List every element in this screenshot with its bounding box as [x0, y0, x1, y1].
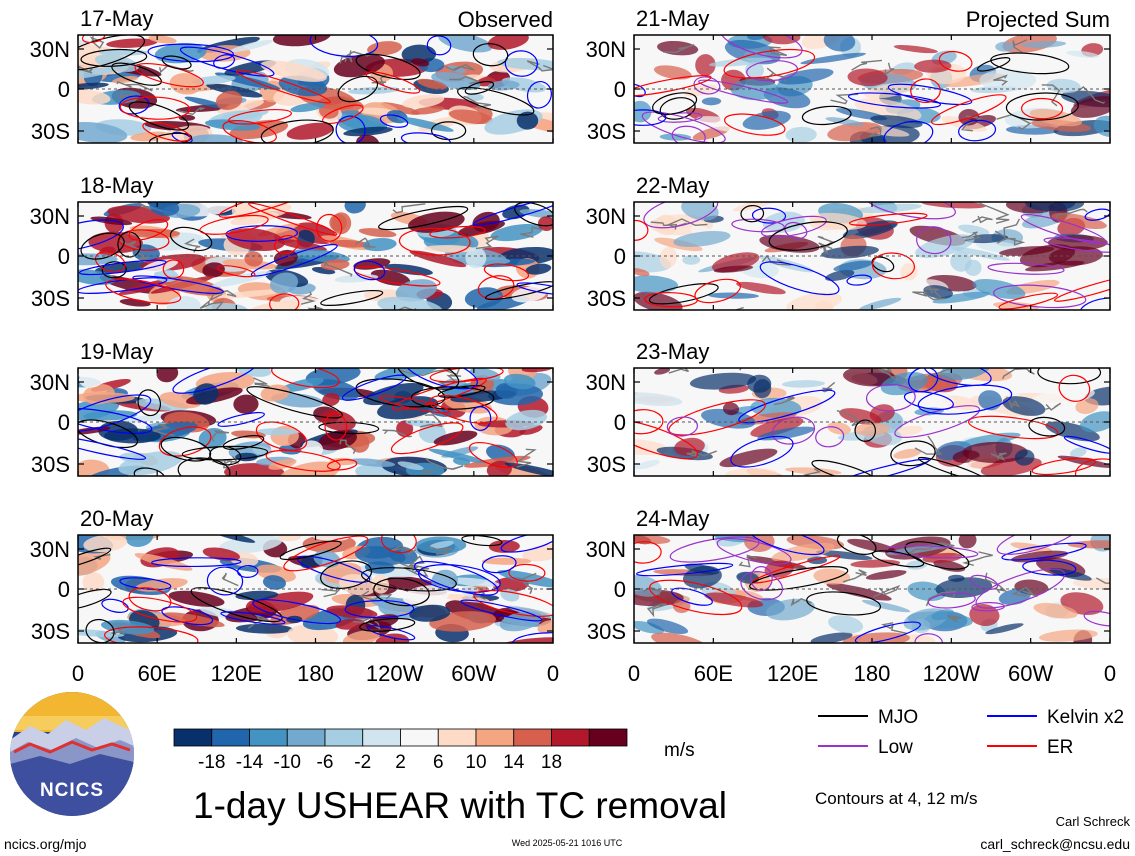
contour-legend: MJO Kelvin x2 Low ER: [818, 707, 1124, 758]
colorbar-swatch: [249, 728, 288, 747]
colorbar-label: 14: [503, 752, 525, 773]
y-tick-label: 30S: [31, 286, 70, 311]
y-tick-label: 30N: [586, 370, 626, 395]
footer-author: Carl Schreck: [1056, 814, 1131, 829]
units-label: m/s: [664, 740, 695, 761]
y-tick-label: 30S: [587, 286, 626, 311]
map-panel-22-May: 30N 0 30S 22-May: [586, 173, 1111, 311]
x-tick-label: 180: [854, 661, 891, 686]
y-tick-label: 30N: [586, 537, 626, 562]
ncics-logo: NCICS: [10, 692, 134, 816]
colorbar-label: -6: [317, 752, 334, 773]
y-tick-label: 30N: [30, 37, 70, 62]
y-tick-label: 0: [614, 410, 626, 435]
colorbar-label: -14: [236, 752, 264, 773]
colorbar-swatch: [324, 728, 364, 747]
colorbar-label: 6: [433, 752, 444, 773]
legend-label: Kelvin x2: [1047, 707, 1124, 728]
colorbar-label: -2: [354, 752, 371, 773]
y-tick-label: 0: [614, 77, 626, 102]
y-tick-label: 30N: [30, 204, 70, 229]
colorbar-swatch: [362, 728, 401, 747]
footer-url: ncics.org/mjo: [4, 836, 87, 852]
map-panel-21-May: 30N 0 30S 21-May Projected Sum: [586, 6, 1111, 144]
colorbar-label: 2: [395, 752, 406, 773]
legend-label: Low: [878, 737, 913, 758]
y-tick-label: 30N: [30, 370, 70, 395]
y-tick-label: 0: [58, 244, 70, 269]
y-tick-label: 0: [614, 244, 626, 269]
y-tick-label: 30N: [586, 204, 626, 229]
x-tick-label: 120W: [923, 661, 981, 686]
map-panel-18-May: 30N 0 30S 18-May: [30, 173, 554, 311]
map-panel-23-May: 30N 0 30S 23-May: [586, 339, 1111, 477]
footer-email: carl_schreck@ncsu.edu: [980, 836, 1130, 852]
colorbar-swatch: [513, 728, 552, 747]
contour-note: Contours at 4, 12 m/s: [815, 789, 978, 808]
legend-label: ER: [1047, 737, 1073, 758]
y-tick-label: 0: [58, 577, 70, 602]
map-panel-20-May: 30N 0 30S 20-May: [30, 506, 554, 644]
panel-date: 21-May: [636, 6, 709, 31]
y-tick-label: 0: [58, 77, 70, 102]
column-header: Observed: [458, 7, 553, 32]
map-panel-24-May: 30N 0 30S 24-May: [586, 506, 1111, 644]
x-tick-label: 120E: [767, 661, 818, 686]
map-panel-17-May: 30N 0 30S 17-May Observed: [30, 6, 554, 144]
panel-date: 19-May: [80, 339, 153, 364]
panel-date: 20-May: [80, 506, 153, 531]
x-tick-label: 60E: [694, 661, 733, 686]
colorbar-label: -10: [274, 752, 301, 773]
chart-title: 1-day USHEAR with TC removal: [193, 785, 727, 826]
footer-timestamp: Wed 2025-05-21 1016 UTC: [512, 838, 623, 848]
y-tick-label: 30N: [586, 37, 626, 62]
panel-date: 23-May: [636, 339, 709, 364]
colorbar-swatch: [173, 728, 213, 747]
panel-date: 22-May: [636, 173, 709, 198]
y-tick-label: 30S: [31, 452, 70, 477]
y-tick-label: 30S: [31, 119, 70, 144]
x-tick-label: 0: [547, 661, 559, 686]
y-tick-label: 30S: [587, 452, 626, 477]
y-tick-label: 30S: [587, 119, 626, 144]
colorbar-swatch: [400, 728, 439, 747]
x-tick-label: 120W: [366, 661, 424, 686]
y-tick-label: 0: [614, 577, 626, 602]
colorbar-swatch: [437, 728, 477, 747]
x-tick-label: 0: [1104, 661, 1116, 686]
x-tick-label: 0: [628, 661, 640, 686]
y-tick-label: 30N: [30, 537, 70, 562]
colorbar-swatch: [551, 728, 590, 747]
colorbar-swatch: [475, 728, 515, 747]
x-tick-label: 60W: [1008, 661, 1053, 686]
colorbar-swatch: [211, 728, 250, 747]
x-tick-label: 180: [297, 661, 334, 686]
x-tick-label: 0: [72, 661, 84, 686]
x-tick-label: 60E: [138, 661, 177, 686]
column-header: Projected Sum: [966, 7, 1110, 32]
panel-date: 18-May: [80, 173, 153, 198]
panel-date: 17-May: [80, 6, 153, 31]
x-tick-label: 120E: [211, 661, 262, 686]
x-axes: 0 60E 120E 180 120W 60W 0 0 60E 120E 180 120W 60W 0: [72, 661, 1116, 686]
svg-text:NCICS: NCICS: [40, 780, 104, 801]
y-tick-label: 0: [58, 410, 70, 435]
colorbar-label: 10: [465, 752, 486, 773]
colorbar-label: 18: [541, 752, 562, 773]
colorbar-swatch: [588, 728, 628, 747]
map-panel-19-May: 30N 0 30S 19-May: [30, 339, 554, 477]
y-tick-label: 30S: [31, 619, 70, 644]
colorbar-swatch: [286, 728, 326, 747]
colorbar-label: -18: [198, 752, 225, 773]
colorbar: -18 -14 -10 -6 -2 2 6 10 14 18: [173, 728, 628, 773]
panel-date: 24-May: [636, 506, 709, 531]
y-tick-label: 30S: [587, 619, 626, 644]
legend-label: MJO: [878, 707, 918, 728]
x-tick-label: 60W: [451, 661, 496, 686]
